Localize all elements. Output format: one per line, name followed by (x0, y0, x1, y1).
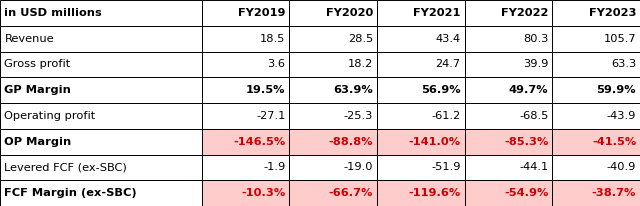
Text: Gross profit: Gross profit (4, 59, 71, 69)
Text: 18.2: 18.2 (348, 59, 373, 69)
Bar (465, 180, 552, 206)
Text: 63.9%: 63.9% (333, 85, 373, 95)
Text: FCF Margin (ex-SBC): FCF Margin (ex-SBC) (4, 188, 137, 198)
Text: -61.2: -61.2 (431, 111, 461, 121)
Text: -41.5%: -41.5% (592, 137, 636, 147)
Bar (0, 180, 202, 206)
Text: -43.9: -43.9 (607, 111, 636, 121)
Bar (0, 0, 202, 26)
Text: FY2022: FY2022 (501, 8, 548, 18)
Text: OP Margin: OP Margin (4, 137, 72, 147)
Text: -40.9: -40.9 (607, 162, 636, 172)
Bar (289, 180, 377, 206)
Text: -85.3%: -85.3% (504, 137, 548, 147)
Bar (202, 77, 289, 103)
Bar (289, 103, 377, 129)
Bar (552, 180, 640, 206)
Text: -54.9%: -54.9% (504, 188, 548, 198)
Text: -38.7%: -38.7% (592, 188, 636, 198)
Text: GP Margin: GP Margin (4, 85, 71, 95)
Bar (289, 26, 377, 52)
Text: -19.0: -19.0 (344, 162, 373, 172)
Bar (552, 0, 640, 26)
Text: Levered FCF (ex-SBC): Levered FCF (ex-SBC) (4, 162, 127, 172)
Text: 28.5: 28.5 (348, 34, 373, 44)
Bar (0, 154, 202, 180)
Text: -68.5: -68.5 (519, 111, 548, 121)
Bar (289, 77, 377, 103)
Text: FY2020: FY2020 (326, 8, 373, 18)
Text: 105.7: 105.7 (604, 34, 636, 44)
Text: -27.1: -27.1 (256, 111, 285, 121)
Text: 80.3: 80.3 (523, 34, 548, 44)
Bar (0, 52, 202, 77)
Text: 49.7%: 49.7% (509, 85, 548, 95)
Text: FY2019: FY2019 (238, 8, 285, 18)
Text: in USD millions: in USD millions (4, 8, 102, 18)
Bar (0, 77, 202, 103)
Bar (465, 77, 552, 103)
Bar (202, 0, 289, 26)
Bar (377, 0, 465, 26)
Bar (465, 0, 552, 26)
Bar (552, 77, 640, 103)
Bar (202, 52, 289, 77)
Bar (552, 154, 640, 180)
Bar (0, 129, 202, 154)
Text: 24.7: 24.7 (436, 59, 461, 69)
Bar (377, 52, 465, 77)
Bar (289, 0, 377, 26)
Bar (289, 129, 377, 154)
Bar (552, 129, 640, 154)
Bar (465, 26, 552, 52)
Text: -25.3: -25.3 (344, 111, 373, 121)
Text: -51.9: -51.9 (431, 162, 461, 172)
Bar (0, 26, 202, 52)
Bar (552, 103, 640, 129)
Bar (552, 52, 640, 77)
Bar (377, 103, 465, 129)
Text: 43.4: 43.4 (436, 34, 461, 44)
Bar (465, 52, 552, 77)
Text: -44.1: -44.1 (519, 162, 548, 172)
Bar (0, 103, 202, 129)
Bar (465, 103, 552, 129)
Bar (377, 129, 465, 154)
Text: -88.8%: -88.8% (328, 137, 373, 147)
Bar (289, 154, 377, 180)
Text: -119.6%: -119.6% (408, 188, 461, 198)
Text: 56.9%: 56.9% (421, 85, 461, 95)
Text: -66.7%: -66.7% (329, 188, 373, 198)
Bar (202, 129, 289, 154)
Text: -146.5%: -146.5% (233, 137, 285, 147)
Bar (202, 180, 289, 206)
Bar (465, 129, 552, 154)
Text: 63.3: 63.3 (611, 59, 636, 69)
Text: 19.5%: 19.5% (246, 85, 285, 95)
Bar (377, 154, 465, 180)
Bar (202, 26, 289, 52)
Text: 59.9%: 59.9% (596, 85, 636, 95)
Text: 3.6: 3.6 (268, 59, 285, 69)
Bar (377, 180, 465, 206)
Text: 18.5: 18.5 (260, 34, 285, 44)
Bar (377, 26, 465, 52)
Text: -1.9: -1.9 (263, 162, 285, 172)
Text: Revenue: Revenue (4, 34, 54, 44)
Bar (465, 154, 552, 180)
Bar (202, 154, 289, 180)
Bar (289, 52, 377, 77)
Text: FY2023: FY2023 (589, 8, 636, 18)
Text: FY2021: FY2021 (413, 8, 461, 18)
Bar (552, 26, 640, 52)
Text: -141.0%: -141.0% (409, 137, 461, 147)
Text: 39.9: 39.9 (523, 59, 548, 69)
Text: -10.3%: -10.3% (241, 188, 285, 198)
Bar (202, 103, 289, 129)
Bar (377, 77, 465, 103)
Text: Operating profit: Operating profit (4, 111, 96, 121)
